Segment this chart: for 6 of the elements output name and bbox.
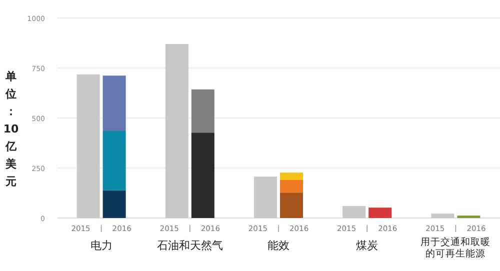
text: 电力 — [90, 239, 112, 252]
text: 煤炭 — [356, 239, 378, 252]
y-axis-title: 单位：10亿美元 — [3, 70, 19, 188]
text: 能效 — [268, 239, 290, 252]
text: 石油和天然气 — [156, 239, 223, 252]
text: 用于交通和取暖的可再生能源 — [420, 236, 491, 260]
